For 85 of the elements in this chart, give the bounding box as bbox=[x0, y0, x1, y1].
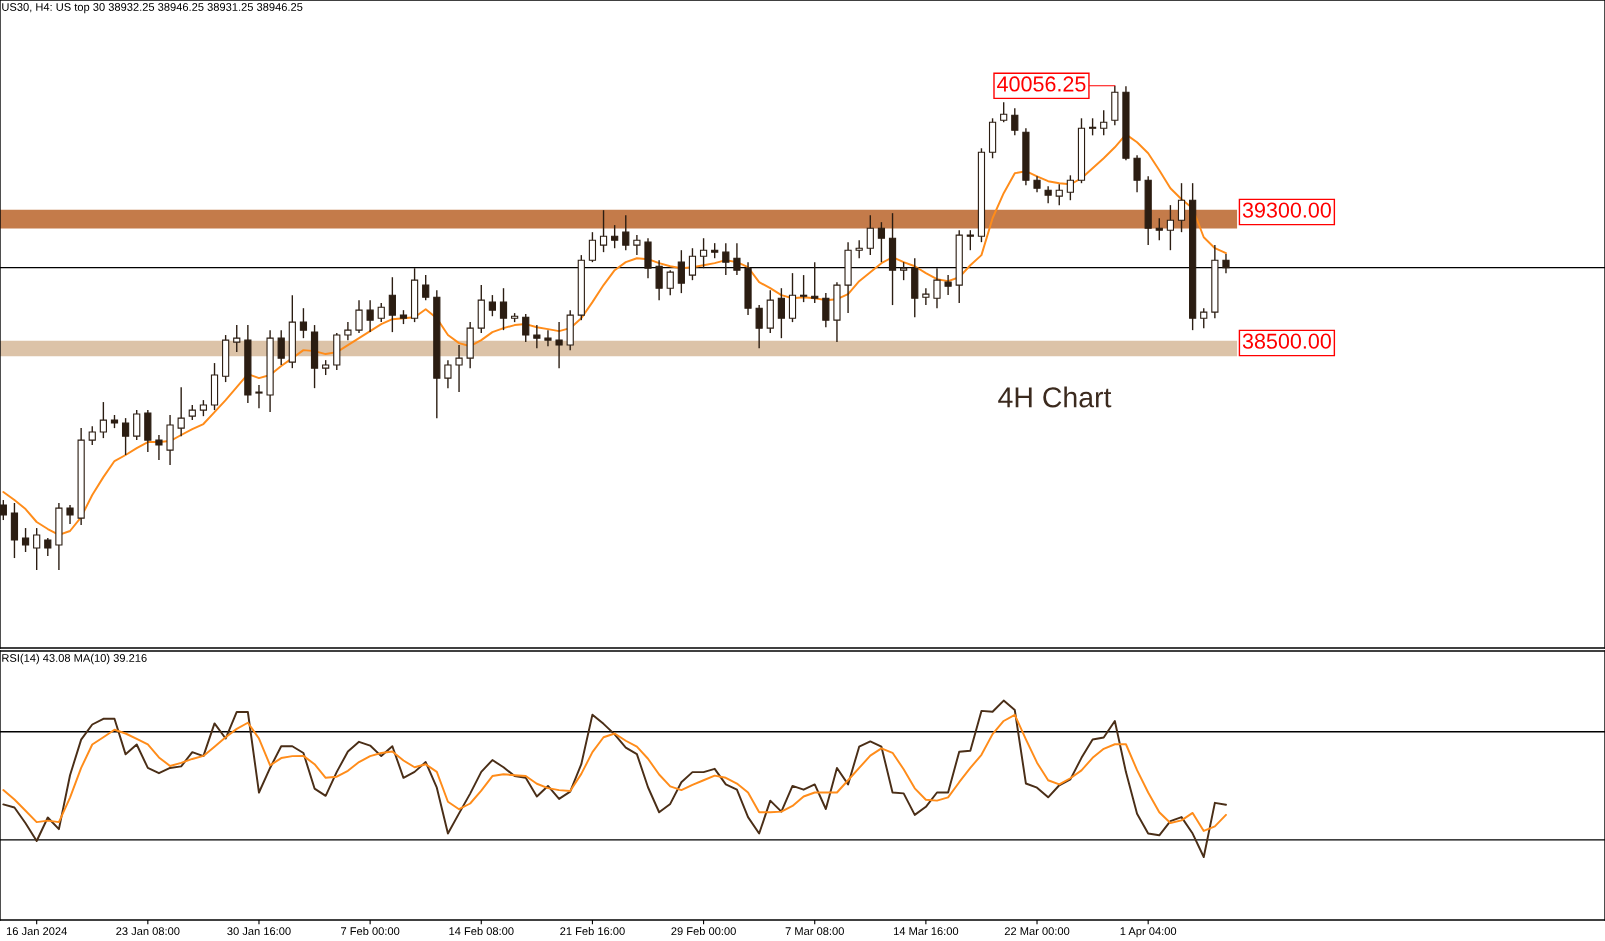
candlestick bbox=[1166, 204, 1175, 251]
candlestick bbox=[155, 434, 163, 461]
candlestick bbox=[755, 304, 763, 349]
candlestick bbox=[666, 269, 674, 296]
x-tick-label: 30 Jan 16:00 bbox=[227, 927, 291, 936]
candlestick bbox=[1133, 154, 1141, 193]
candlestick bbox=[677, 249, 685, 294]
candlestick bbox=[355, 299, 363, 334]
candlestick bbox=[722, 242, 730, 276]
candlestick bbox=[855, 239, 863, 259]
candlestick bbox=[488, 294, 497, 317]
candlestick bbox=[555, 321, 563, 369]
x-tick-label: 7 Feb 00:00 bbox=[341, 926, 400, 936]
candlestick bbox=[877, 221, 886, 263]
candlestick bbox=[699, 237, 708, 269]
candlestick bbox=[1177, 182, 1186, 233]
candlestick bbox=[611, 224, 619, 249]
x-tick-label: 14 Feb 08:00 bbox=[449, 926, 514, 936]
candlestick bbox=[1222, 253, 1230, 274]
candlestick bbox=[533, 324, 541, 349]
candlestick bbox=[544, 329, 552, 347]
candlestick bbox=[21, 527, 30, 553]
candlestick bbox=[133, 409, 141, 441]
x-tick-label: 29 Feb 00:00 bbox=[671, 926, 736, 936]
candlestick bbox=[344, 321, 352, 341]
x-tick-label: 14 Mar 16:00 bbox=[893, 927, 959, 936]
candlestick bbox=[499, 287, 508, 331]
candlestick bbox=[377, 302, 385, 323]
candlestick bbox=[633, 234, 641, 256]
candlestick bbox=[655, 259, 663, 301]
x-tick-label: 7 Mar 08:00 bbox=[785, 927, 844, 936]
candlestick bbox=[966, 229, 974, 251]
candlestick bbox=[944, 274, 952, 296]
candlestick bbox=[788, 272, 797, 323]
candlestick bbox=[1155, 217, 1163, 241]
candlestick bbox=[622, 214, 630, 251]
x-tick-label: 22 Mar 00:00 bbox=[1004, 927, 1070, 936]
x-tick-label: 23 Jan 08:00 bbox=[116, 927, 180, 936]
candlestick bbox=[0, 499, 7, 521]
candlestick bbox=[1066, 174, 1074, 201]
candlestick bbox=[900, 261, 908, 281]
candlestick bbox=[233, 324, 241, 353]
annotation: 4H Chart bbox=[998, 386, 1112, 408]
x-tick-label: 1 Apr 04:00 bbox=[1120, 927, 1177, 938]
candlestick bbox=[799, 274, 808, 303]
candlestick bbox=[255, 384, 263, 409]
candlestick bbox=[522, 313, 530, 343]
candlestick bbox=[777, 287, 785, 339]
candlestick bbox=[366, 299, 374, 333]
candlestick bbox=[99, 401, 107, 439]
candlestick bbox=[599, 209, 608, 253]
candlestick bbox=[1000, 101, 1008, 123]
candlestick bbox=[822, 292, 830, 328]
chart-title: RSI(14) 43.08 MA(10) 39.216 bbox=[2, 653, 147, 665]
candlestick bbox=[33, 527, 41, 571]
candlestick bbox=[1100, 109, 1108, 137]
annotation: 40056.25 bbox=[997, 76, 1086, 92]
candlestick bbox=[1055, 183, 1063, 206]
candlestick bbox=[866, 214, 874, 256]
candlestick bbox=[1200, 307, 1208, 329]
candlestick bbox=[177, 386, 185, 437]
candlestick bbox=[88, 425, 96, 446]
candlestick bbox=[1044, 185, 1052, 204]
candlestick bbox=[811, 261, 819, 304]
candlestick bbox=[455, 344, 463, 393]
candlestick bbox=[1011, 107, 1019, 137]
line-series bbox=[2, 133, 1227, 536]
x-tick-label: 21 Feb 16:00 bbox=[560, 926, 625, 936]
candlestick bbox=[121, 417, 130, 456]
y-tick-label: 38500.00 bbox=[1242, 333, 1331, 349]
candlestick bbox=[733, 242, 741, 276]
candlestick bbox=[44, 537, 52, 557]
chart-title: US30, H4: US top 30 38932.25 38946.25 38931.25 38946.25 bbox=[2, 3, 303, 14]
candlestick bbox=[688, 247, 697, 281]
candlestick bbox=[588, 231, 597, 263]
candlestick bbox=[444, 359, 452, 389]
candlestick bbox=[422, 274, 430, 301]
x-tick-label: 16 Jan 2024 bbox=[6, 927, 67, 936]
candlestick bbox=[388, 276, 396, 333]
candlestick bbox=[299, 307, 308, 339]
candlestick bbox=[922, 287, 930, 306]
y-tick-label: 39300.00 bbox=[1242, 202, 1331, 218]
candlestick bbox=[933, 267, 941, 309]
candlestick bbox=[66, 504, 74, 525]
candlestick bbox=[277, 329, 285, 366]
